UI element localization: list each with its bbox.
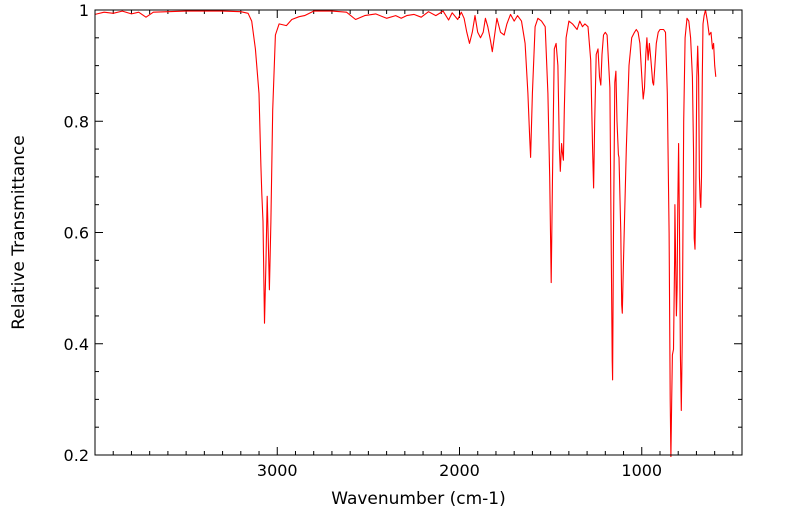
- x-tick-label: 3000: [257, 461, 298, 480]
- x-tick-label: 1000: [621, 461, 662, 480]
- y-tick-label: 0.8: [64, 112, 89, 131]
- y-tick-label: 0.2: [64, 446, 89, 465]
- plot-area: 3000 2000 1000 0.2 0.4 0.6 0.8 1: [64, 1, 742, 480]
- x-tick-label: 2000: [439, 461, 480, 480]
- x-axis-title: Wavenumber (cm-1): [331, 489, 506, 509]
- y-axis-title: Relative Transmittance: [9, 135, 29, 330]
- y-tick-label: 0.4: [64, 335, 89, 354]
- y-tick-label: 0.6: [64, 224, 89, 243]
- plot-frame: [94, 9, 743, 456]
- spectrum-line: [95, 9, 717, 457]
- y-tick-label: 1: [79, 1, 89, 20]
